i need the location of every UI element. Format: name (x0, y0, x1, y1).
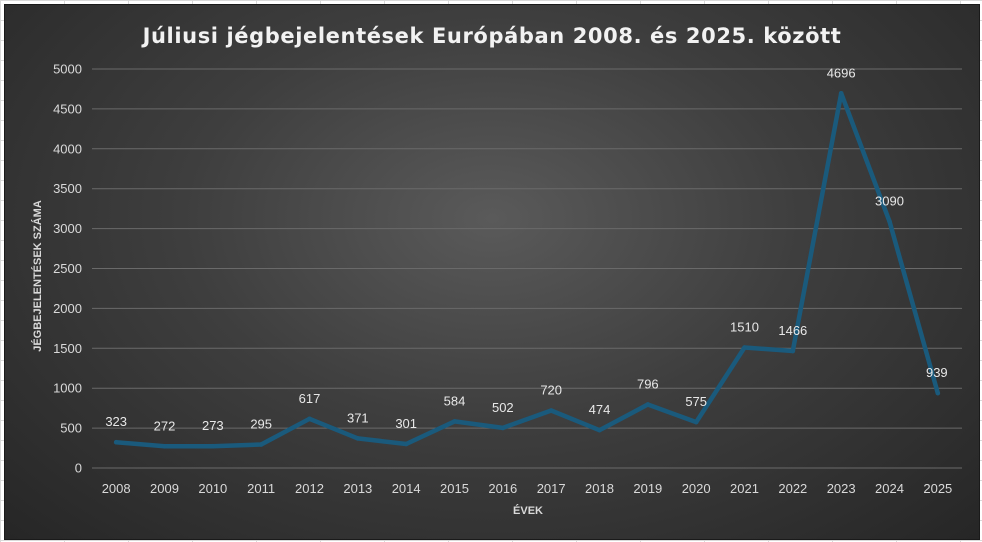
x-tick-label: 2017 (537, 481, 566, 496)
x-tick-label: 2016 (488, 481, 517, 496)
y-axis-title: JÉGBEJELENTÉSEK SZÁMA (31, 200, 44, 352)
data-point (210, 443, 216, 449)
data-point (403, 441, 409, 447)
x-tick-label: 2021 (730, 481, 759, 496)
data-point (597, 427, 602, 433)
y-tick-label: 1000 (53, 381, 82, 396)
data-point (935, 390, 941, 396)
x-tick-label: 2008 (102, 481, 131, 496)
x-tick-label: 2013 (343, 481, 372, 496)
line-chart: Júliusi jégbejelentések Európában 2008. … (31, 24, 962, 517)
data-label: 295 (250, 416, 272, 431)
x-tick-label: 2015 (440, 481, 469, 496)
data-point (645, 402, 651, 407)
series-layer (113, 90, 941, 449)
y-tick-label: 2000 (53, 301, 82, 316)
y-axis-ticks: 0 500 1000 1500 2000 2500 3000 3500 4000 4500 5000 (53, 62, 82, 476)
data-label: 301 (395, 416, 417, 431)
y-tick-label: 4500 (53, 101, 82, 116)
x-tick-label: 2024 (875, 481, 904, 496)
chart-title: Júliusi jégbejelentések Európában 2008. … (141, 24, 842, 48)
data-label: 796 (637, 376, 659, 391)
x-tick-label: 2019 (633, 481, 662, 496)
y-tick-label: 3000 (53, 221, 82, 236)
x-tick-label: 2025 (923, 481, 952, 496)
data-point (838, 90, 844, 96)
x-tick-label: 2020 (682, 481, 711, 496)
y-tick-label: 5000 (53, 62, 82, 77)
data-point (742, 345, 747, 350)
x-axis-ticks: 2008 2009 2010 2011 2012 2013 2014 2015 2016 2017… (102, 481, 953, 496)
x-tick-label: 2012 (295, 481, 324, 496)
data-labels: 323 272 273 295 617 371 301 584 502 720 474 796 575 1… (105, 65, 947, 433)
data-label: 720 (540, 383, 562, 398)
data-label: 474 (589, 402, 611, 417)
data-label: 575 (685, 394, 707, 409)
y-tick-label: 1500 (53, 341, 82, 356)
y-tick-label: 2500 (53, 261, 82, 276)
data-label: 939 (926, 365, 948, 380)
data-point (548, 408, 554, 413)
data-label: 4696 (827, 65, 856, 80)
data-point (452, 419, 457, 424)
y-tick-label: 3500 (53, 181, 82, 196)
data-point (887, 219, 892, 224)
x-axis-title: ÉVEK (513, 504, 543, 517)
x-tick-label: 2014 (392, 481, 421, 496)
chart-area[interactable]: Júliusi jégbejelentések Európában 2008. … (4, 4, 980, 540)
x-tick-label: 2010 (198, 481, 227, 496)
data-label: 502 (492, 400, 514, 415)
y-tick-label: 0 (75, 461, 82, 476)
x-tick-label: 2018 (585, 481, 614, 496)
data-label: 617 (299, 391, 321, 406)
data-label: 323 (105, 414, 127, 429)
gridlines (92, 68, 962, 469)
series-line (113, 91, 941, 449)
data-point (307, 416, 312, 422)
data-label: 272 (154, 418, 176, 433)
x-tick-label: 2011 (247, 481, 275, 496)
data-label: 1466 (778, 323, 807, 338)
data-point (113, 439, 119, 445)
data-point (500, 425, 506, 431)
y-tick-label: 4000 (53, 141, 82, 156)
data-label: 3090 (875, 193, 904, 208)
x-tick-label: 2022 (778, 481, 807, 496)
data-label: 1510 (730, 320, 759, 335)
x-tick-label: 2023 (827, 481, 856, 496)
data-point (355, 436, 361, 441)
data-point (693, 419, 699, 425)
data-point (790, 348, 796, 354)
data-point (258, 442, 264, 447)
y-tick-label: 500 (60, 421, 82, 436)
data-label: 273 (202, 418, 224, 433)
data-label: 371 (347, 410, 369, 425)
x-tick-label: 2009 (150, 481, 179, 496)
data-point (162, 443, 167, 449)
data-label: 584 (444, 393, 466, 408)
